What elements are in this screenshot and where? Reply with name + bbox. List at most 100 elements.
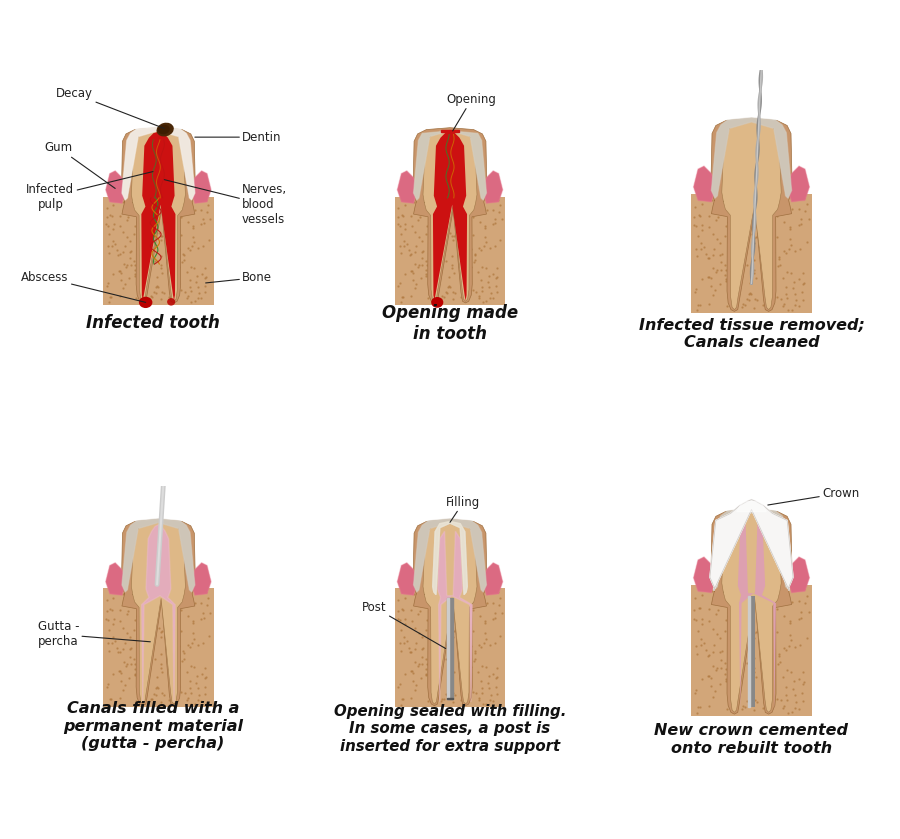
Point (101, 637, 115, 650)
Point (440, 280, 454, 294)
Polygon shape (710, 500, 793, 591)
Point (410, 277, 424, 290)
Point (146, 208, 160, 221)
Point (693, 602, 707, 615)
Point (461, 225, 475, 238)
Point (491, 586, 505, 599)
Point (415, 252, 429, 265)
Point (479, 262, 493, 275)
Polygon shape (694, 166, 716, 202)
Point (183, 591, 197, 605)
Point (471, 665, 485, 679)
Point (138, 209, 152, 222)
Point (396, 209, 410, 222)
Point (464, 261, 478, 274)
Point (154, 233, 168, 247)
Point (436, 290, 451, 304)
Point (185, 616, 200, 629)
Point (441, 279, 455, 293)
Point (710, 232, 724, 246)
Point (729, 222, 743, 236)
Point (690, 304, 705, 317)
Point (434, 663, 448, 676)
Point (439, 195, 454, 209)
Point (687, 218, 701, 232)
Point (736, 607, 751, 620)
Point (408, 643, 422, 656)
Point (115, 195, 130, 209)
Point (706, 289, 720, 302)
Point (148, 688, 163, 701)
Point (715, 644, 729, 658)
Point (101, 240, 115, 253)
Point (415, 650, 429, 664)
Point (138, 617, 152, 630)
Point (121, 657, 135, 670)
Point (196, 212, 211, 226)
Point (472, 638, 487, 652)
Point (176, 644, 191, 658)
Point (116, 597, 130, 610)
Point (406, 274, 420, 287)
Point (419, 667, 434, 680)
Point (760, 637, 774, 650)
Point (450, 627, 464, 640)
Point (729, 209, 743, 222)
Point (139, 209, 153, 222)
Point (428, 252, 442, 265)
Point (691, 208, 706, 221)
Point (142, 196, 157, 210)
Point (478, 220, 492, 233)
Point (782, 232, 796, 246)
Point (418, 623, 433, 637)
Polygon shape (106, 563, 126, 595)
Point (493, 233, 508, 247)
Point (99, 211, 113, 224)
Point (690, 250, 705, 263)
Bar (104, 588, 214, 707)
Point (428, 604, 443, 618)
Point (796, 665, 810, 679)
Point (439, 254, 454, 268)
Ellipse shape (431, 297, 444, 308)
Point (175, 210, 189, 223)
Point (102, 295, 116, 309)
Point (734, 668, 749, 681)
Point (472, 588, 486, 602)
Point (736, 190, 751, 204)
Point (462, 195, 476, 208)
Point (734, 586, 749, 599)
Point (749, 271, 763, 284)
Point (437, 617, 452, 630)
Polygon shape (788, 166, 809, 202)
Point (770, 231, 784, 244)
Point (488, 216, 502, 230)
Polygon shape (711, 508, 792, 589)
Point (101, 219, 115, 232)
Point (412, 605, 427, 618)
Point (169, 686, 184, 700)
Point (148, 280, 163, 294)
Point (128, 662, 142, 675)
Point (142, 588, 157, 602)
Point (731, 256, 745, 269)
Point (102, 644, 116, 657)
Point (157, 688, 171, 701)
Point (122, 643, 137, 656)
Point (398, 267, 412, 280)
Point (706, 248, 720, 262)
Point (729, 602, 743, 616)
Point (702, 649, 716, 662)
Point (442, 270, 456, 284)
Point (154, 658, 168, 671)
Point (702, 252, 716, 265)
Point (135, 596, 149, 609)
Point (451, 623, 465, 636)
Point (436, 218, 451, 232)
Point (151, 681, 166, 695)
Point (187, 236, 202, 249)
Point (783, 614, 797, 628)
Ellipse shape (167, 298, 176, 305)
Point (423, 639, 437, 653)
Point (702, 221, 716, 234)
